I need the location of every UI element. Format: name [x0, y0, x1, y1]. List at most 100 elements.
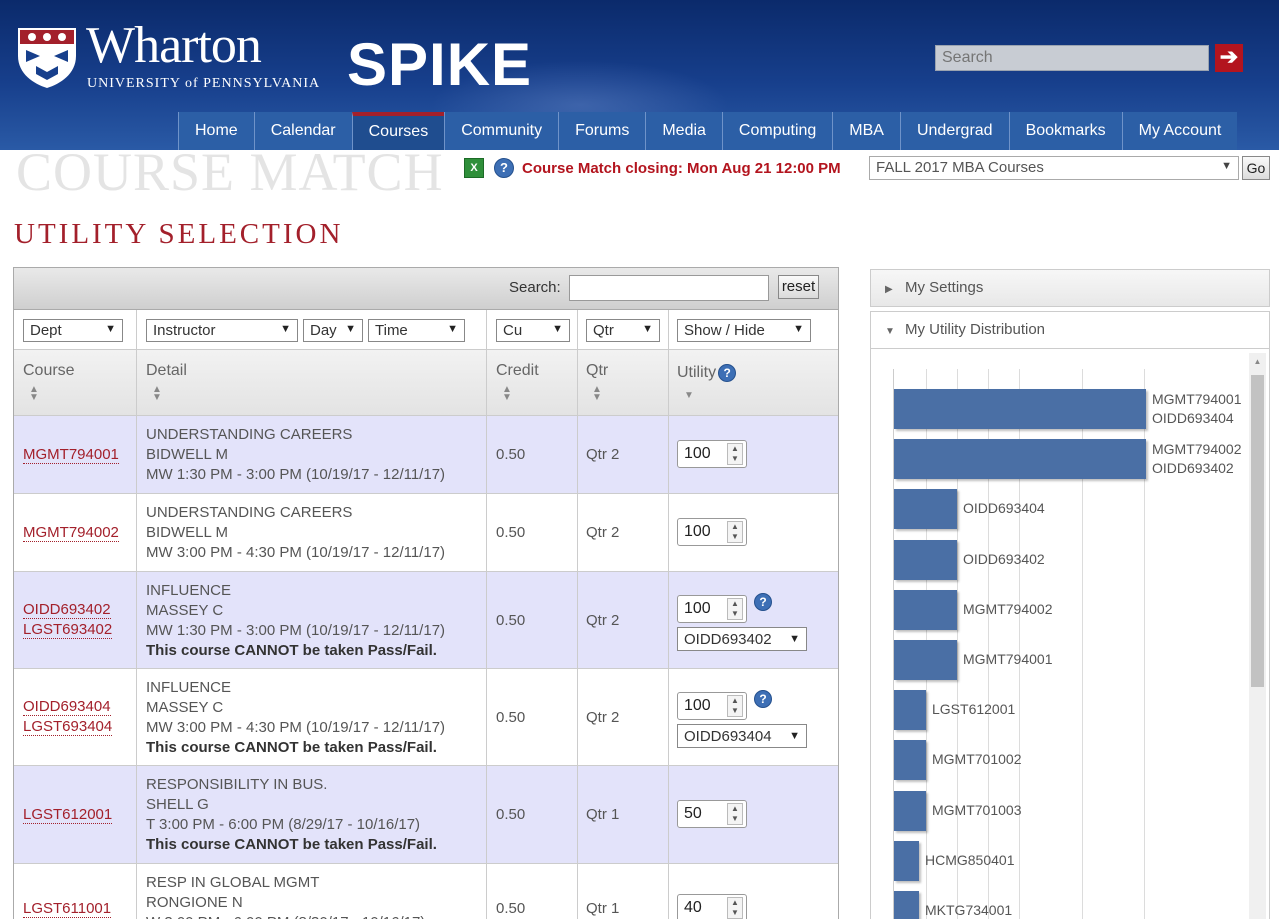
chart-gridline — [1082, 369, 1083, 919]
column-divider — [668, 310, 669, 919]
distribution-bar[interactable] — [894, 590, 957, 630]
stepper-arrows-icon[interactable]: ▲ ▼ — [727, 897, 743, 919]
distribution-bar[interactable] — [894, 791, 926, 831]
qtr-filter-select[interactable]: Qtr ▼ — [586, 319, 660, 342]
course-code-link[interactable]: MGMT794001 — [23, 446, 119, 464]
search-go-icon[interactable]: ➔ — [1215, 44, 1243, 72]
table-row: OIDD693402 LGST693402 INFLUENCE MASSEY C MW … — [14, 572, 838, 669]
course-detail: UNDERSTANDING CAREERS BIDWELL M MW 3:00 PM… — [146, 503, 445, 563]
nav-tab-my-account[interactable]: My Account — [1121, 112, 1238, 150]
utility-stepper[interactable]: 50 ▲ ▼ — [677, 800, 747, 828]
distribution-bar[interactable] — [894, 640, 957, 680]
sort-icon[interactable]: ▲ ▼ — [152, 384, 162, 403]
logo-spike[interactable]: SPIKE — [347, 31, 533, 98]
utility-stepper[interactable]: 100 ▲ ▼ — [677, 595, 747, 623]
sort-icon[interactable]: ▲ ▼ — [502, 384, 512, 403]
course-code-link[interactable]: LGST693402 — [23, 621, 113, 639]
course-code-link[interactable]: LGST611001 — [23, 900, 112, 918]
nav-tab-calendar[interactable]: Calendar — [253, 112, 352, 150]
header-qtr[interactable]: Qtr — [586, 362, 609, 379]
help-icon[interactable]: ? — [494, 158, 514, 178]
course-schedule: MW 3:00 PM - 4:30 PM (10/19/17 - 12/11/1… — [146, 544, 446, 561]
distribution-bar[interactable] — [894, 740, 926, 780]
dept-filter-select[interactable]: Dept ▼ — [23, 319, 123, 342]
stepper-arrows-icon[interactable]: ▲ ▼ — [727, 443, 743, 465]
my-settings-panel-header[interactable]: ▶ My Settings — [870, 269, 1270, 307]
nav-tab-media[interactable]: Media — [645, 112, 722, 150]
nav-tab-forums[interactable]: Forums — [558, 112, 646, 150]
table-row: OIDD693404 LGST693404 INFLUENCE MASSEY C MW … — [14, 669, 838, 766]
header-course[interactable]: Course — [23, 362, 75, 379]
site-search-input[interactable] — [935, 45, 1209, 71]
utility-stepper[interactable]: 40 ▲ ▼ — [677, 894, 747, 919]
reset-button[interactable]: reset — [778, 275, 819, 299]
term-select[interactable]: FALL 2017 MBA Courses ▼ — [869, 156, 1239, 180]
header-detail[interactable]: Detail — [146, 362, 187, 379]
go-button[interactable]: Go — [1242, 156, 1270, 180]
cu-filter-select[interactable]: Cu ▼ — [496, 319, 570, 342]
bar-label-line: MGMT701003 — [932, 802, 1022, 818]
bar-label-line: MGMT701002 — [932, 751, 1022, 767]
column-divider — [486, 310, 487, 919]
excel-export-icon[interactable]: X — [464, 158, 484, 178]
utility-stepper[interactable]: 100 ▲ ▼ — [677, 440, 747, 468]
section-select[interactable]: OIDD693402 ▼ — [677, 627, 807, 651]
course-detail: INFLUENCE MASSEY C MW 1:30 PM - 3:00 PM (1… — [146, 581, 445, 661]
nav-tab-computing[interactable]: Computing — [721, 112, 833, 150]
utility-distribution-panel-header[interactable]: ▼ My Utility Distribution — [870, 311, 1270, 349]
course-code-link[interactable]: LGST612001 — [23, 806, 113, 824]
chart-scrollbar[interactable]: ▲ — [1249, 353, 1266, 919]
header-utility[interactable]: Utility? — [677, 364, 737, 382]
utility-stepper[interactable]: 100 ▲ ▼ — [677, 692, 747, 720]
header-utility-label: Utility — [677, 364, 717, 381]
pass-fail-note: This course CANNOT be taken Pass/Fail. — [146, 739, 437, 756]
table-search-input[interactable] — [569, 275, 769, 301]
day-filter-select[interactable]: Day ▼ — [303, 319, 363, 342]
nav-tab-mba[interactable]: MBA — [832, 112, 900, 150]
course-code-link[interactable]: LGST693404 — [23, 718, 113, 736]
course-qtr: Qtr 2 — [586, 524, 620, 541]
dept-filter-label: Dept — [30, 322, 62, 339]
sort-desc-icon[interactable]: ▼ — [684, 390, 694, 401]
scroll-thumb[interactable] — [1251, 375, 1264, 687]
nav-tab-community[interactable]: Community — [444, 112, 559, 150]
stepper-arrows-icon[interactable]: ▲ ▼ — [727, 521, 743, 543]
show-hide-select[interactable]: Show / Hide ▼ — [677, 319, 811, 342]
stepper-arrows-icon[interactable]: ▲ ▼ — [727, 803, 743, 825]
bar-label: MGMT794001 — [963, 650, 1052, 669]
help-icon[interactable]: ? — [754, 593, 772, 611]
stepper-arrows-icon[interactable]: ▲ ▼ — [727, 695, 743, 717]
stepper-arrows-icon[interactable]: ▲ ▼ — [727, 598, 743, 620]
header-credit[interactable]: Credit — [496, 362, 539, 379]
instructor-filter-select[interactable]: Instructor ▼ — [146, 319, 298, 342]
nav-tab-home[interactable]: Home — [178, 112, 254, 150]
logo-wharton[interactable]: Wharton — [86, 17, 262, 74]
sort-icon[interactable]: ▲ ▼ — [29, 384, 39, 403]
utility-value: 100 — [684, 697, 711, 714]
utility-stepper[interactable]: 100 ▲ ▼ — [677, 518, 747, 546]
chevron-down-icon: ▼ — [789, 633, 800, 645]
course-match-title: COURSE MATCH — [16, 142, 444, 202]
help-icon[interactable]: ? — [754, 690, 772, 708]
course-code-link[interactable]: OIDD693402 — [23, 601, 111, 619]
distribution-bar[interactable] — [894, 891, 919, 919]
course-code-link[interactable]: OIDD693404 — [23, 698, 111, 716]
nav-tab-undergrad[interactable]: Undergrad — [899, 112, 1009, 150]
nav-tab-courses[interactable]: Courses — [351, 112, 445, 150]
distribution-bar[interactable] — [894, 841, 919, 881]
section-select-value: OIDD693402 — [684, 631, 772, 648]
distribution-bar[interactable] — [894, 439, 1146, 479]
distribution-bar[interactable] — [894, 540, 957, 580]
section-select[interactable]: OIDD693404 ▼ — [677, 724, 807, 748]
scroll-up-icon[interactable]: ▲ — [1253, 357, 1262, 366]
column-divider — [136, 310, 137, 919]
distribution-bar[interactable] — [894, 389, 1146, 429]
distribution-bar[interactable] — [894, 690, 926, 730]
distribution-bar[interactable] — [894, 489, 957, 529]
sort-icon[interactable]: ▲ ▼ — [592, 384, 602, 403]
nav-tab-bookmarks[interactable]: Bookmarks — [1008, 112, 1122, 150]
course-code-link[interactable]: MGMT794002 — [23, 524, 119, 542]
time-filter-select[interactable]: Time ▼ — [368, 319, 465, 342]
help-icon[interactable]: ? — [718, 364, 737, 382]
